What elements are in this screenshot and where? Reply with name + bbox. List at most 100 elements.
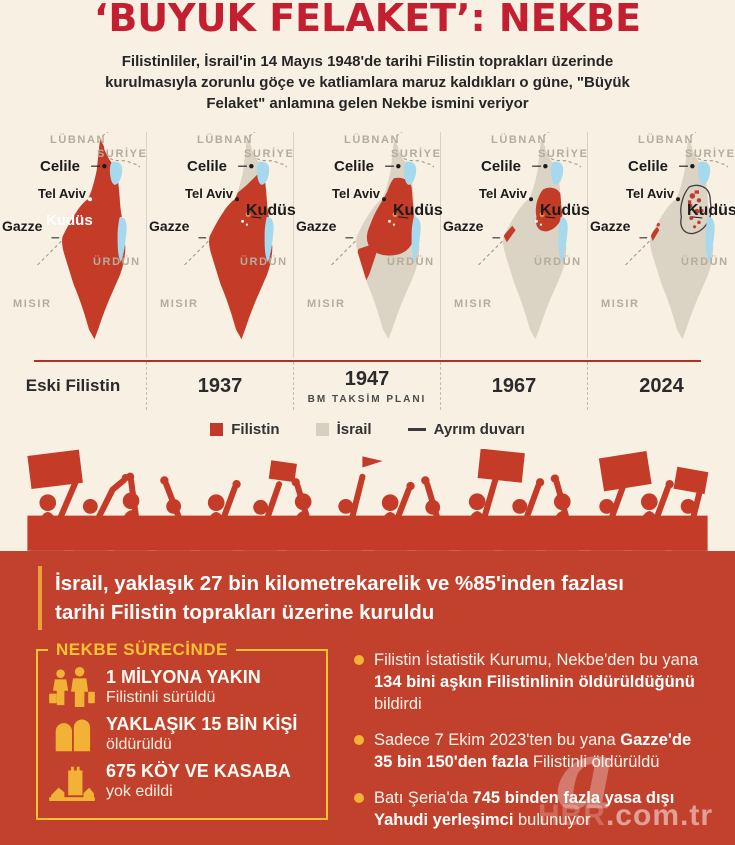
label-kudus: Kudüs xyxy=(393,202,443,220)
label-gazze: Gazze xyxy=(296,218,337,235)
bullet-icon xyxy=(354,655,364,666)
label-syria: SURİYE xyxy=(97,148,148,161)
tombstones-icon xyxy=(48,715,96,753)
list-item: Batı Şeria'da 745 binden fazla yasa dışı… xyxy=(354,787,701,831)
banner-line: İsrail, yaklaşık 27 bin kilometrekarelik… xyxy=(55,572,624,596)
section-divider xyxy=(34,360,701,363)
bullet-icon xyxy=(354,793,364,804)
fact-bold: Gazze'de 35 bin 150'den fazla xyxy=(374,731,692,772)
map-1967-illustration xyxy=(477,132,582,340)
fact-pre: Batı Şeria'da xyxy=(374,789,473,808)
fact-pre: Filistin İstatistik Kurumu, Nekbe'den bu… xyxy=(374,651,699,670)
legend-israel: İsrail xyxy=(315,420,372,438)
label-egypt: MISIR xyxy=(13,298,52,311)
label-egypt: MISIR xyxy=(454,298,493,311)
legend-israel-label: İsrail xyxy=(336,420,372,438)
label-gazze: Gazze xyxy=(443,218,484,235)
key-statement-banner: İsrail, yaklaşık 27 bin kilometrekarelik… xyxy=(38,566,705,631)
fact-post: bulunuyor xyxy=(513,811,591,830)
label-celile: Celile xyxy=(40,158,81,176)
label-tel-aviv: Tel Aviv xyxy=(332,186,380,202)
list-item: 1 MİLYONA YAKIN Filistinli sürüldü xyxy=(48,667,318,708)
map-col-1947: LÜBNAN SURİYE Celile Tel Aviv Kudüs Gazz… xyxy=(294,132,443,359)
palestine-swatch-icon xyxy=(210,422,224,436)
page-title: ‘BÜYÜK FELAKET’: NEKBE xyxy=(93,0,642,40)
label-lebanon: LÜBNAN xyxy=(197,134,254,147)
label-tel-aviv: Tel Aviv xyxy=(479,186,527,202)
label-syria: SURİYE xyxy=(244,148,295,161)
label-jordan: ÜRDÜN xyxy=(240,256,288,269)
label-jordan: ÜRDÜN xyxy=(681,256,729,269)
facts-list: Filistin İstatistik Kurumu, Nekbe'den bu… xyxy=(354,649,707,845)
label-lebanon: LÜBNAN xyxy=(50,134,107,147)
stat-title: YAKLAŞIK 15 BİN KİŞİ xyxy=(106,714,298,735)
map-2024-illustration xyxy=(624,132,729,340)
historical-maps-row: LÜBNAN SURİYE Celile Tel Aviv Kudüs Gazz… xyxy=(0,132,735,359)
caption-1967: 1967 xyxy=(441,362,588,411)
label-tel-aviv: Tel Aviv xyxy=(185,186,233,202)
caption-title: 1947 xyxy=(344,367,390,390)
legend-wall: Ayrım duvarı xyxy=(407,421,525,438)
caption-title: 1937 xyxy=(197,374,243,397)
page-subtitle: Filistinliler, İsrail'in 14 Mayıs 1948'd… xyxy=(0,51,735,114)
stat-text: 1 MİLYONA YAKIN Filistinli sürüldü xyxy=(106,667,261,707)
list-item: YAKLAŞIK 15 BİN KİŞİ öldürüldü xyxy=(48,714,318,754)
refugees-icon xyxy=(48,667,96,708)
stat-sub: yok edildi xyxy=(106,783,173,801)
map-eski-filistin-illustration xyxy=(36,132,141,340)
list-item: 675 KÖY VE KASABA yok edildi xyxy=(48,761,318,802)
label-tel-aviv: Tel Aviv xyxy=(38,186,86,202)
stat-text: YAKLAŞIK 15 BİN KİŞİ öldürüldü xyxy=(106,714,297,754)
label-jordan: ÜRDÜN xyxy=(387,256,435,269)
legend-palestine-label: Filistin xyxy=(231,420,280,438)
map-legend: Filistin İsrail Ayrım duvarı xyxy=(0,415,735,443)
label-kudus: Kudüs xyxy=(540,202,590,220)
subtitle-line: Felaket" anlamına gelen Nekbe ismini ver… xyxy=(206,95,529,112)
label-gazze: Gazze xyxy=(2,218,43,235)
subtitle-line: kurulmasıyla zorunlu göçe ve katliamlara… xyxy=(105,74,630,91)
caption-title: 1967 xyxy=(491,374,537,397)
caption-1937: 1937 xyxy=(147,362,294,411)
label-tel-aviv: Tel Aviv xyxy=(626,186,674,202)
label-syria: SURİYE xyxy=(391,148,442,161)
fact-bold: 745 binden fazla yasa dışı Yahudi yerleş… xyxy=(374,789,675,830)
label-jordan: ÜRDÜN xyxy=(534,256,582,269)
stat-sub: öldürüldü xyxy=(106,736,172,754)
label-lebanon: LÜBNAN xyxy=(344,134,401,147)
protest-crowd-illustration xyxy=(27,449,709,552)
label-syria: SURİYE xyxy=(538,148,589,161)
fact-text: Batı Şeria'da 745 binden fazla yasa dışı… xyxy=(374,787,701,831)
ruined-village-icon xyxy=(48,761,96,802)
map-1937-illustration xyxy=(183,132,288,340)
label-gazze: Gazze xyxy=(590,218,631,235)
label-celile: Celile xyxy=(187,158,228,176)
label-celile: Celile xyxy=(481,158,522,176)
nekbe-box-title: NEKBE SÜRECİNDE xyxy=(48,640,236,661)
label-celile: Celile xyxy=(628,158,669,176)
map-col-1937: LÜBNAN SURİYE Celile Tel Aviv Kudüs Gazz… xyxy=(147,132,296,359)
list-item: Filistin İstatistik Kurumu, Nekbe'den bu… xyxy=(354,649,701,715)
label-celile: Celile xyxy=(334,158,375,176)
fact-post: bildirdi xyxy=(374,695,422,714)
wall-dash-icon xyxy=(407,427,426,431)
label-egypt: MISIR xyxy=(601,298,640,311)
caption-2024: 2024 xyxy=(588,362,735,410)
caption-title: 2024 xyxy=(639,374,684,397)
red-facts-section: İsrail, yaklaşık 27 bin kilometrekarelik… xyxy=(0,551,735,845)
fact-post: Filistinli öldürüldü xyxy=(528,753,660,772)
fact-pre: Sadece 7 Ekim 2023'ten bu yana xyxy=(374,731,621,750)
label-lebanon: LÜBNAN xyxy=(638,134,695,147)
fact-text: Sadece 7 Ekim 2023'ten bu yana Gazze'de … xyxy=(374,729,701,773)
stat-title: 675 KÖY VE KASABA xyxy=(106,761,291,782)
map-col-1967: LÜBNAN SURİYE Celile Tel Aviv Kudüs Gazz… xyxy=(441,132,590,359)
caption-title: Eski Filistin xyxy=(25,376,121,396)
label-syria: SURİYE xyxy=(685,148,735,161)
subtitle-line: Filistinliler, İsrail'in 14 Mayıs 1948'd… xyxy=(121,53,614,70)
map-col-2024: LÜBNAN SURİYE Celile Tel Aviv Kudüs Gazz… xyxy=(588,132,735,358)
stat-sub: Filistinli sürüldü xyxy=(106,689,216,707)
label-kudus: Kudüs xyxy=(246,202,296,220)
label-kudus: Kudüs xyxy=(46,212,93,230)
caption-1947: 1947 BM TAKSİM PLANI xyxy=(294,362,441,411)
israel-swatch-icon xyxy=(315,422,329,436)
